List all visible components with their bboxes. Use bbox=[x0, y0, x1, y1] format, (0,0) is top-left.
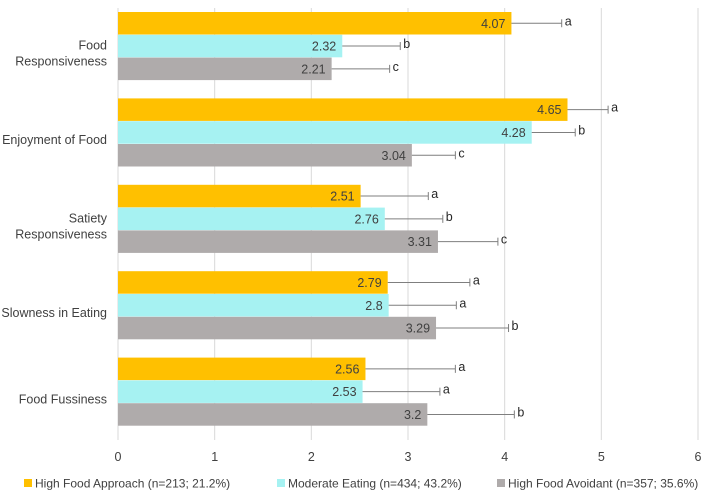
value-label-s2-c3: 3.29 bbox=[406, 322, 430, 336]
bar-s1-c2 bbox=[118, 207, 385, 231]
x-tick-label-1: 1 bbox=[211, 450, 218, 464]
bar-s1-c3 bbox=[118, 294, 389, 317]
sig-label-s2-c4: b bbox=[517, 405, 524, 419]
sig-label-s2-c0: c bbox=[393, 60, 399, 74]
bar-s0-c0 bbox=[118, 12, 512, 35]
category-label-1-line-0: Enjoyment of Food bbox=[2, 133, 107, 147]
value-label-s2-c1: 3.04 bbox=[382, 149, 406, 163]
sig-label-s1-c0: b bbox=[403, 37, 410, 51]
category-label-2-line-0: Satiety bbox=[69, 212, 108, 226]
bar-s1-c4 bbox=[118, 380, 363, 403]
sig-label-s0-c3: a bbox=[473, 273, 480, 287]
bar-s1-c0 bbox=[118, 34, 343, 58]
sig-label-s2-c2: c bbox=[501, 233, 507, 247]
legend: High Food Approach (n=213; 21.2%) Moderat… bbox=[24, 477, 698, 491]
value-label-s0-c0: 4.07 bbox=[481, 17, 505, 31]
category-label-2-line-1: Responsiveness bbox=[15, 228, 107, 242]
sig-label-s2-c1: c bbox=[458, 146, 464, 160]
value-label-s2-c4: 3.2 bbox=[404, 408, 421, 422]
value-label-s1-c2: 2.76 bbox=[354, 212, 378, 226]
legend-label-0: High Food Approach (n=213; 21.2%) bbox=[35, 477, 230, 491]
x-tick-label-6: 6 bbox=[695, 450, 702, 464]
value-label-s2-c0: 2.21 bbox=[301, 62, 325, 76]
x-tick-label-4: 4 bbox=[501, 450, 508, 464]
category-labels: Food Responsiveness Enjoyment of Food Satie… bbox=[1, 39, 107, 407]
value-label-s0-c2: 2.51 bbox=[330, 190, 354, 204]
value-label-s0-c4: 2.56 bbox=[335, 362, 359, 376]
sig-label-s2-c3: b bbox=[512, 319, 519, 333]
x-tick-label-3: 3 bbox=[405, 450, 412, 464]
value-label-s1-c3: 2.8 bbox=[365, 299, 382, 313]
bar-s2-c1 bbox=[118, 144, 412, 167]
bars bbox=[118, 12, 568, 426]
category-label-0-line-1: Responsiveness bbox=[15, 55, 107, 69]
legend-swatch-1 bbox=[277, 479, 285, 487]
bar-s1-c1 bbox=[118, 121, 532, 144]
data-labels: 4.07 a 2.32 b 2.21 c 4.65 a 4.28 b 3.04 c 2.51 a 2.76 b… bbox=[301, 14, 618, 422]
sig-label-s0-c1: a bbox=[611, 101, 618, 115]
x-tick-label-5: 5 bbox=[598, 450, 605, 464]
category-label-0-line-0: Food bbox=[79, 39, 108, 53]
bar-s0-c2 bbox=[118, 184, 361, 208]
value-label-s0-c3: 2.79 bbox=[357, 276, 381, 290]
x-tick-label-0: 0 bbox=[115, 450, 122, 464]
sig-label-s1-c1: b bbox=[578, 123, 585, 137]
bar-s2-c4 bbox=[118, 403, 428, 426]
sig-label-s0-c0: a bbox=[565, 14, 572, 28]
legend-label-2: High Food Avoidant (n=357; 35.6%) bbox=[508, 477, 698, 491]
sig-label-s1-c4: a bbox=[443, 383, 450, 397]
sig-label-s0-c4: a bbox=[458, 360, 465, 374]
sig-label-s0-c2: a bbox=[431, 187, 438, 201]
legend-swatch-0 bbox=[24, 479, 32, 487]
value-label-s0-c1: 4.65 bbox=[537, 103, 561, 117]
bar-s0-c3 bbox=[118, 271, 388, 294]
value-label-s2-c2: 3.31 bbox=[408, 235, 432, 249]
sig-label-s1-c2: b bbox=[446, 210, 453, 224]
bar-s2-c3 bbox=[118, 316, 437, 340]
value-label-s1-c4: 2.53 bbox=[332, 385, 356, 399]
x-axis-ticks: 0 1 2 3 4 5 6 bbox=[115, 450, 702, 464]
x-tick-label-2: 2 bbox=[308, 450, 315, 464]
value-label-s1-c1: 4.28 bbox=[501, 126, 525, 140]
bar-s2-c0 bbox=[118, 57, 332, 81]
legend-label-1: Moderate Eating (n=434; 43.2%) bbox=[288, 477, 462, 491]
bar-s0-c4 bbox=[118, 357, 366, 381]
sig-label-s1-c3: a bbox=[459, 296, 466, 310]
legend-swatch-2 bbox=[497, 479, 505, 487]
bar-s2-c2 bbox=[118, 230, 438, 253]
error-bars bbox=[331, 19, 609, 419]
value-label-s1-c0: 2.32 bbox=[312, 40, 336, 54]
bar-s0-c1 bbox=[118, 98, 568, 121]
category-label-3-line-0: Slowness in Eating bbox=[1, 306, 107, 320]
category-label-4-line-0: Food Fussiness bbox=[19, 392, 107, 406]
